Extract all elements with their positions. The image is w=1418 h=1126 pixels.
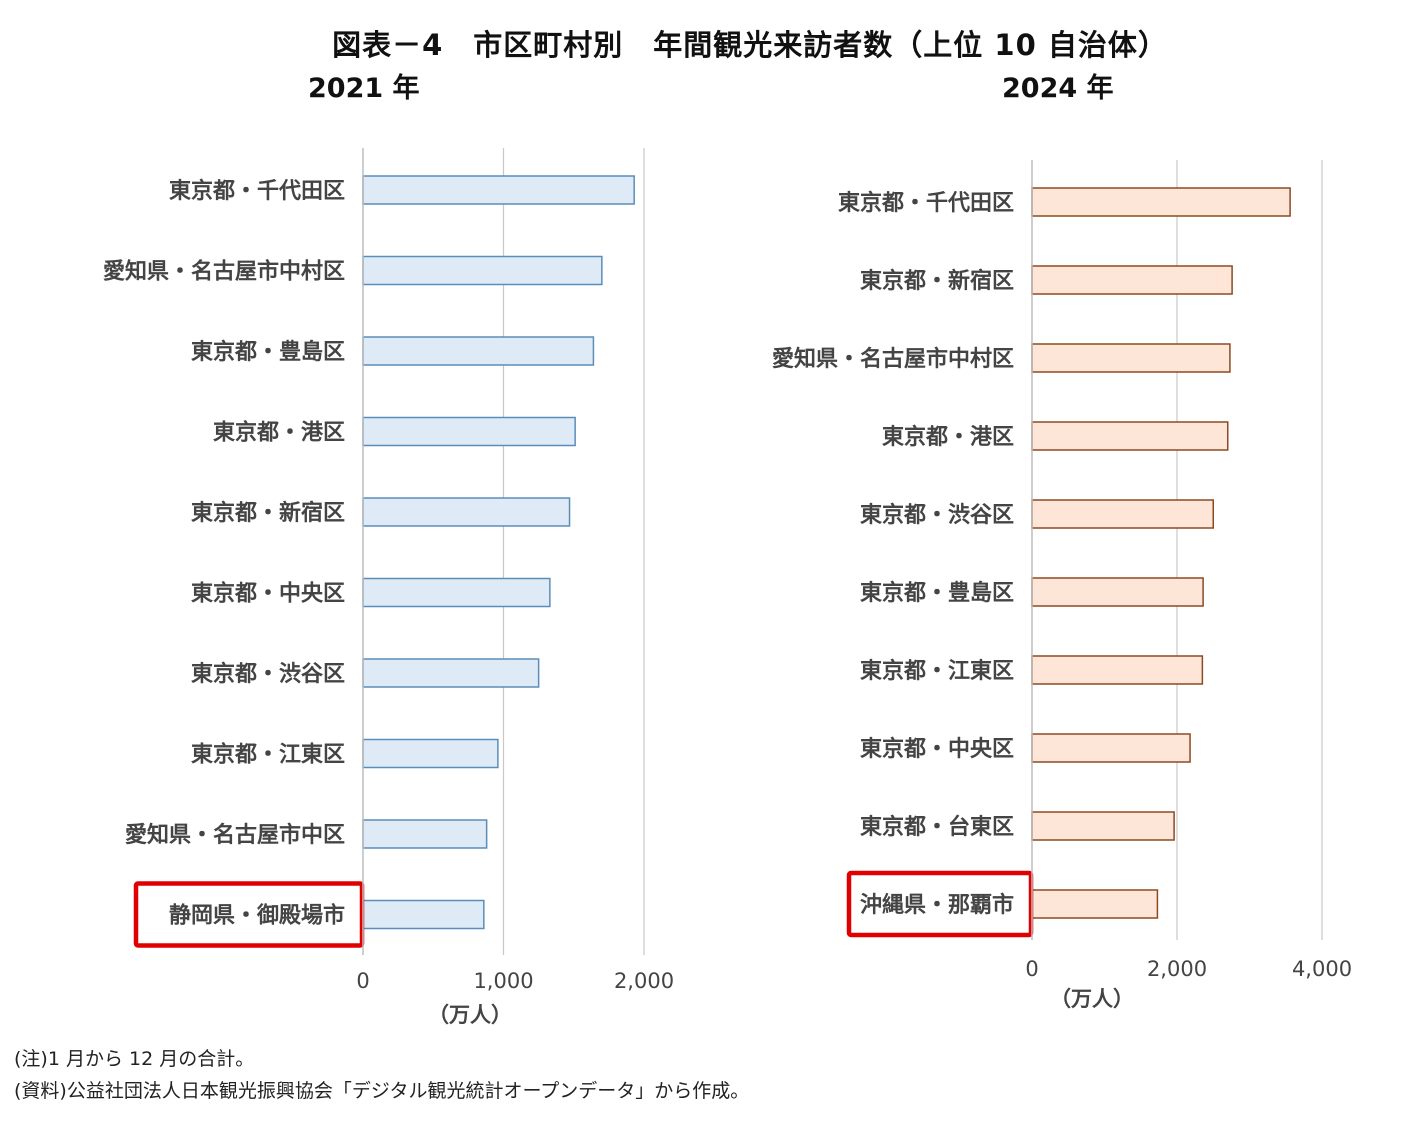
right-bar	[1031, 421, 1229, 451]
right-category-label: 東京都・江東区	[860, 658, 1014, 684]
footnote: (注)1 月から 12 月の合計。	[14, 1048, 255, 1070]
left-category-label: 愛知県・名古屋市中区	[125, 822, 345, 848]
left-category-label: 東京都・港区	[213, 420, 345, 446]
left-bar	[362, 738, 499, 769]
chart-2021: 0 1,000 2,000東京都・千代田区愛知県・名古屋市中村区東京都・豊島区東京都…	[103, 148, 674, 1027]
left-category-label: 東京都・中央区	[191, 581, 345, 607]
right-bar	[1031, 499, 1214, 529]
left-tick-label: 0	[356, 969, 369, 993]
right-tick-label: 4,000	[1292, 957, 1352, 981]
right-bar	[1031, 811, 1175, 841]
left-bar	[362, 819, 488, 849]
left-bar	[362, 658, 540, 688]
right-category-label: 東京都・渋谷区	[860, 502, 1014, 528]
right-bar	[1031, 187, 1291, 217]
left-unit-label: （万人）	[428, 1003, 512, 1027]
left-category-label: 愛知県・名古屋市中村区	[103, 259, 345, 285]
right-unit-label: （万人）	[1050, 987, 1134, 1011]
right-tick-label: 2,000	[1147, 957, 1207, 981]
left-category-label: 東京都・渋谷区	[191, 661, 345, 687]
left-bar	[362, 577, 551, 608]
right-category-label: 東京都・豊島区	[860, 580, 1014, 606]
right-category-label: 東京都・港区	[882, 424, 1014, 450]
right-chart-subtitle: 2024 年	[1002, 73, 1114, 104]
right-bar	[1031, 577, 1204, 607]
right-tick-label: 0	[1025, 957, 1038, 981]
source-note: (資料)公益社団法人日本観光振興協会「デジタル観光統計オープンデータ」から作成。	[14, 1080, 750, 1102]
chart-2024: 0 2,000 4,000 東京都・千代田区東京都・新宿区愛知県・名古屋市中村区東京都…	[772, 160, 1352, 1011]
left-category-label: 静岡県・御殿場市	[169, 903, 345, 929]
left-category-label: 東京都・千代田区	[169, 178, 345, 204]
left-tick-label: 1,000	[473, 969, 533, 993]
left-bar	[362, 416, 576, 447]
left-chart-subtitle: 2021 年	[308, 73, 420, 104]
left-category-label: 東京都・豊島区	[191, 339, 345, 365]
right-bar	[1031, 655, 1204, 685]
right-bar	[1031, 733, 1191, 763]
left-bar	[362, 497, 571, 527]
right-bar	[1031, 343, 1231, 373]
left-tick-label: 2,000	[614, 969, 674, 993]
right-bar	[1031, 265, 1233, 295]
right-category-label: 東京都・千代田区	[838, 190, 1014, 216]
right-bar	[1031, 889, 1159, 919]
right-category-label: 東京都・中央区	[860, 736, 1014, 762]
chart-title: 図表－4 市区町村別 年間観光来訪者数（上位 10 自治体）	[332, 28, 1168, 62]
right-category-label: 愛知県・名古屋市中村区	[772, 346, 1014, 372]
left-category-label: 東京都・新宿区	[191, 500, 345, 526]
left-bar	[362, 899, 485, 930]
left-bar	[362, 255, 603, 286]
left-highlight-box	[133, 881, 365, 948]
right-category-label: 東京都・新宿区	[860, 268, 1014, 294]
right-category-label: 東京都・台東区	[860, 814, 1014, 840]
left-category-label: 東京都・江東区	[191, 742, 345, 768]
right-highlight-box	[846, 870, 1034, 938]
right-category-label: 沖縄県・那覇市	[860, 892, 1014, 918]
